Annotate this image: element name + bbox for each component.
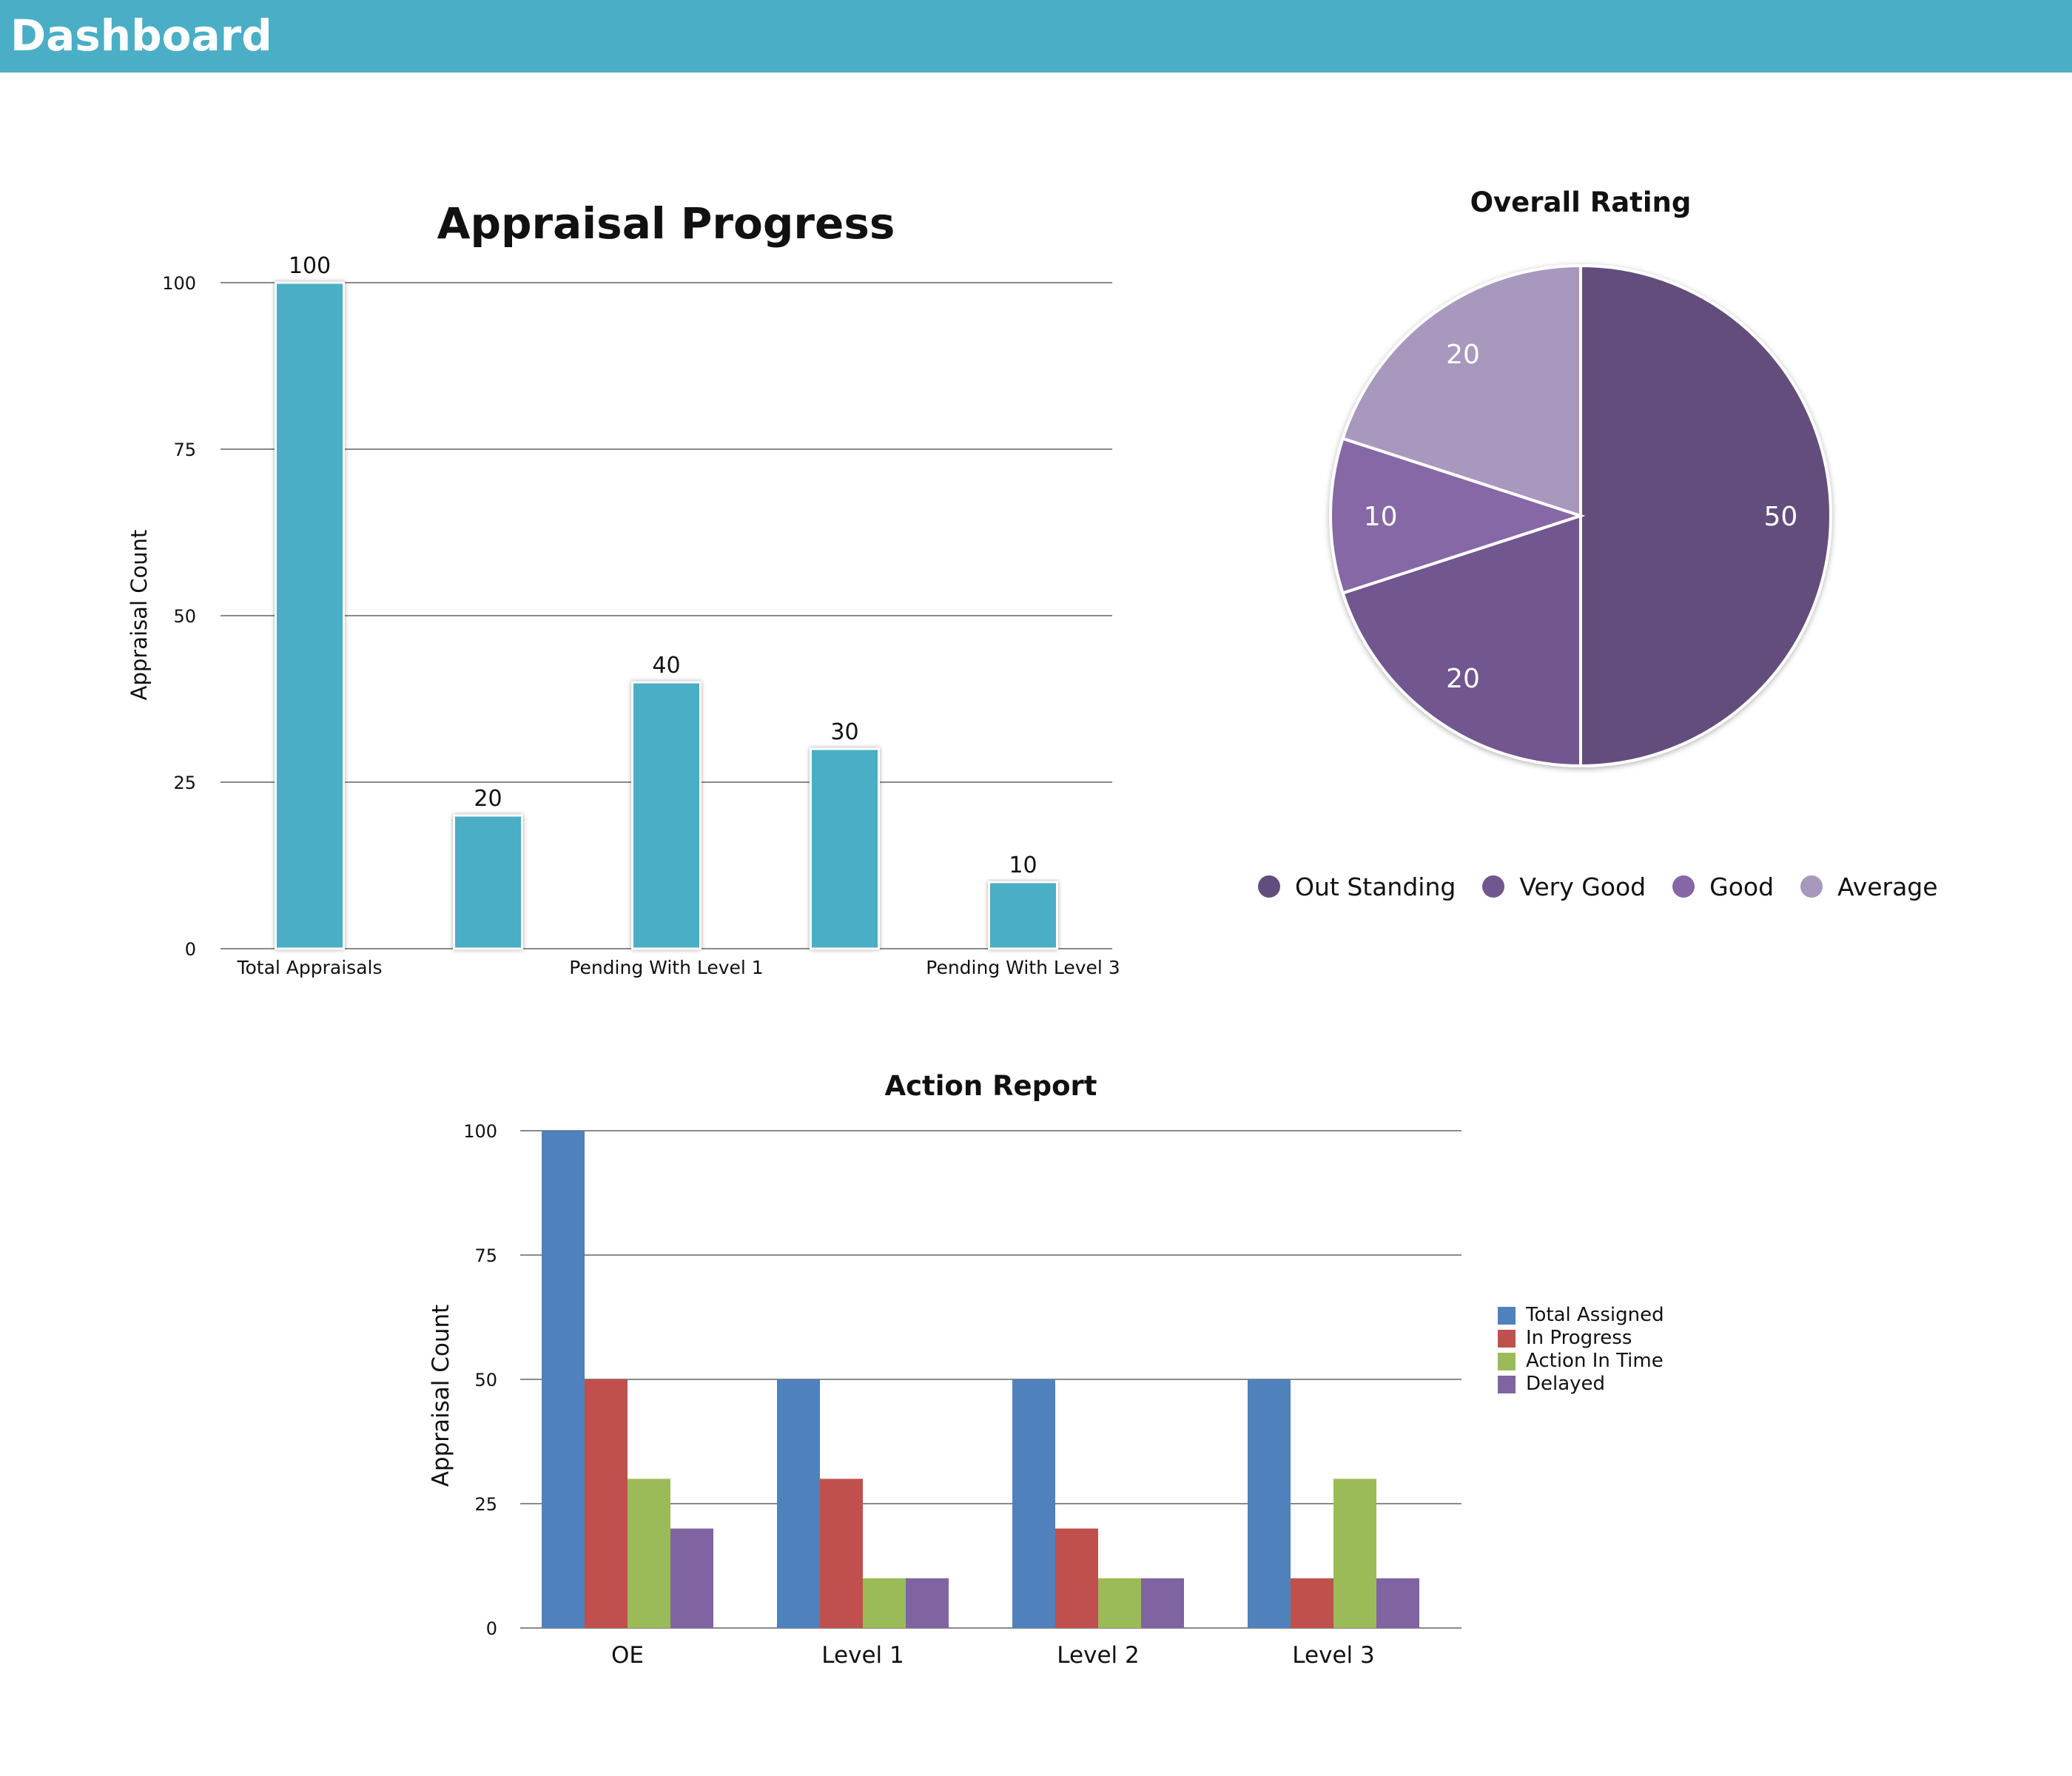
bar-0 [276, 283, 344, 949]
ar-y-tick-label-25: 25 [474, 1494, 497, 1515]
legend-swatch-total-assigned [1498, 1307, 1516, 1325]
bar-1 [454, 815, 522, 949]
legend-label-average: Average [1837, 872, 1938, 901]
y-tick-label-0: 0 [185, 939, 196, 960]
page-title: Dashboard [10, 10, 272, 61]
overall-rating-legend: Out Standing Very Good Good Average [1258, 864, 1965, 909]
ar-bar-in-progress-level-2 [1055, 1529, 1098, 1628]
ar-y-tick-label-0: 0 [486, 1618, 497, 1639]
action-report-legend: Total Assigned In Progress Action In Tim… [1498, 1304, 1664, 1396]
legend-item-average[interactable]: Average [1800, 872, 1938, 901]
ar-bar-in-progress-oe [585, 1379, 628, 1628]
legend-label-very-good: Very Good [1519, 872, 1646, 901]
ar-bar-action-in-time-level-2 [1098, 1578, 1141, 1628]
ar-bar-total-assigned-level-1 [777, 1379, 820, 1628]
header-bar: Dashboard [0, 0, 2072, 73]
pie-slice-very-good [1343, 516, 1581, 766]
ar-x-tick-label-level-1: Level 1 [821, 1642, 904, 1669]
legend-item-in-progress[interactable]: In Progress [1498, 1327, 1664, 1350]
y-tick-label-100: 100 [162, 273, 196, 294]
ar-bar-action-in-time-level-3 [1333, 1479, 1376, 1628]
bar-2 [633, 682, 701, 949]
ar-x-tick-label-oe: OE [611, 1642, 644, 1669]
pie-slice-good [1331, 439, 1581, 593]
bar-value-label-2: 40 [652, 653, 680, 679]
legend-dot-out-standing [1258, 875, 1280, 898]
legend-label-total-assigned: Total Assigned [1526, 1304, 1664, 1327]
legend-swatch-action-in-time [1498, 1353, 1516, 1370]
overall-rating-title: Overall Rating [1470, 186, 1692, 218]
legend-label-out-standing: Out Standing [1295, 872, 1456, 901]
y-tick-label-50: 50 [173, 606, 196, 627]
bar-value-label-3: 30 [830, 719, 858, 745]
ar-bar-action-in-time-level-1 [863, 1578, 906, 1628]
legend-item-good[interactable]: Good [1672, 872, 1774, 901]
ar-bar-total-assigned-level-3 [1248, 1379, 1291, 1628]
ar-x-tick-label-level-2: Level 2 [1057, 1642, 1139, 1669]
bar-4 [989, 882, 1057, 949]
ar-bar-in-progress-level-3 [1291, 1578, 1333, 1628]
legend-item-action-in-time[interactable]: Action In Time [1498, 1350, 1664, 1373]
pie-value-label-out-standing: 50 [1763, 502, 1797, 532]
ar-y-tick-label-100: 100 [463, 1121, 497, 1142]
x-tick-label-pending-with-level-1: Pending With Level 1 [569, 957, 763, 978]
bar-value-label-1: 20 [474, 786, 502, 812]
legend-label-in-progress: In Progress [1526, 1327, 1632, 1350]
y-tick-label-25: 25 [173, 773, 196, 793]
legend-label-action-in-time: Action In Time [1526, 1350, 1664, 1373]
legend-label-delayed: Delayed [1526, 1373, 1605, 1396]
bar-value-label-4: 10 [1009, 852, 1037, 878]
action-report-ylabel: Appraisal Count [428, 1305, 454, 1487]
legend-dot-very-good [1482, 875, 1504, 898]
legend-dot-average [1800, 875, 1823, 898]
legend-swatch-in-progress [1498, 1330, 1516, 1348]
pie-slice-out-standing [1581, 266, 1831, 766]
legend-item-out-standing[interactable]: Out Standing [1258, 872, 1456, 901]
ar-bar-action-in-time-oe [628, 1479, 670, 1628]
ar-bar-delayed-level-2 [1141, 1578, 1184, 1628]
action-report-title: Action Report [884, 1070, 1097, 1102]
bar-3 [811, 749, 879, 949]
legend-dot-good [1672, 875, 1695, 898]
ar-bar-total-assigned-level-2 [1012, 1379, 1055, 1628]
legend-item-delayed[interactable]: Delayed [1498, 1373, 1664, 1396]
pie-value-label-good: 10 [1364, 502, 1398, 532]
y-tick-label-75: 75 [173, 440, 196, 460]
legend-item-total-assigned[interactable]: Total Assigned [1498, 1304, 1664, 1327]
ar-y-tick-label-75: 75 [474, 1245, 497, 1266]
pie-slice-average [1343, 266, 1581, 516]
appraisal-progress-ylabel: Appraisal Count [127, 530, 152, 701]
x-tick-label-pending-with-level-3: Pending With Level 3 [926, 957, 1120, 978]
ar-bar-delayed-oe [670, 1529, 713, 1628]
ar-x-tick-label-level-3: Level 3 [1292, 1642, 1374, 1669]
appraisal-progress-title: Appraisal Progress [437, 198, 895, 249]
ar-bar-in-progress-level-1 [820, 1479, 863, 1628]
ar-bar-total-assigned-oe [542, 1131, 585, 1628]
ar-bar-delayed-level-3 [1376, 1578, 1419, 1628]
ar-bar-delayed-level-1 [906, 1578, 949, 1628]
pie-value-label-average: 20 [1446, 340, 1480, 370]
ar-y-tick-label-50: 50 [474, 1370, 497, 1390]
pie-value-label-very-good: 20 [1446, 664, 1480, 694]
pie-group [1331, 266, 1831, 766]
x-tick-label-total-appraisals: Total Appraisals [236, 957, 382, 978]
bar-value-label-0: 100 [289, 253, 331, 279]
legend-item-very-good[interactable]: Very Good [1482, 872, 1646, 901]
legend-swatch-delayed [1498, 1376, 1516, 1393]
legend-label-good: Good [1709, 872, 1774, 901]
